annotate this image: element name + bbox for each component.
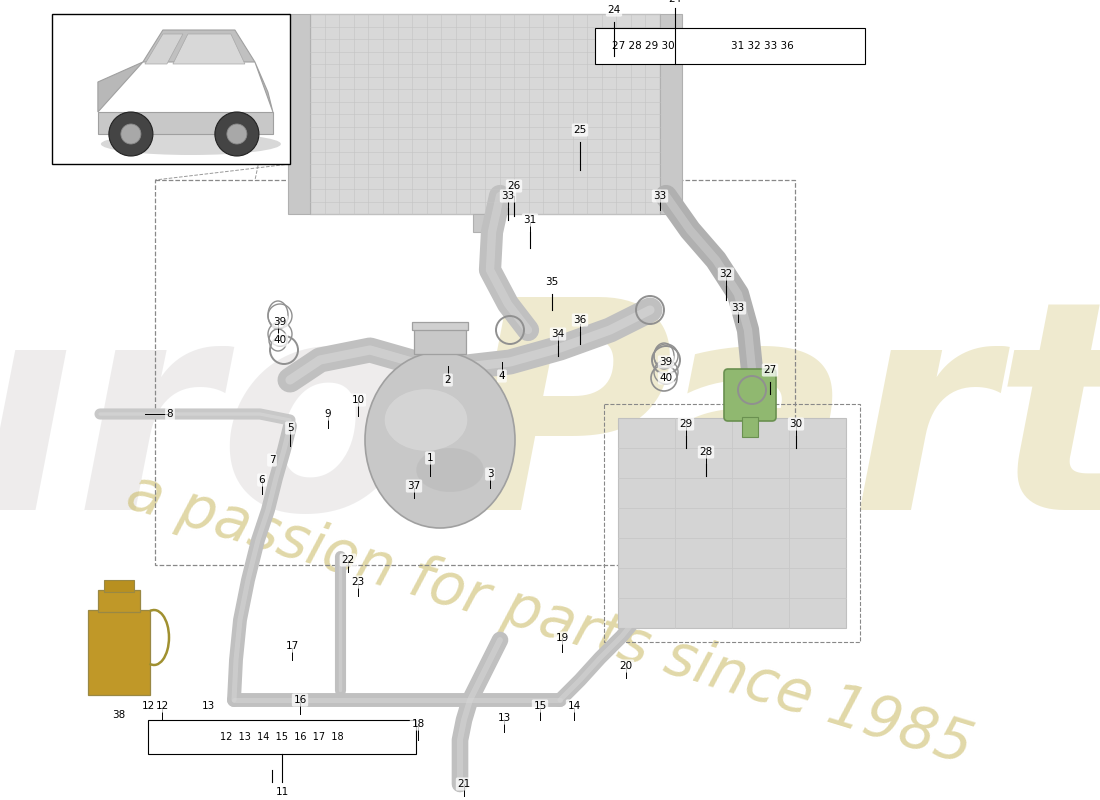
Ellipse shape (385, 389, 468, 451)
Text: 12: 12 (155, 701, 168, 711)
Text: 20: 20 (619, 661, 632, 671)
Text: 18: 18 (411, 719, 425, 729)
Text: 17: 17 (285, 641, 298, 651)
Ellipse shape (101, 133, 280, 155)
Bar (618, 418, 846, 628)
Text: 24: 24 (669, 0, 682, 4)
Bar (98, 590, 140, 612)
Text: 15: 15 (534, 701, 547, 711)
Text: 13: 13 (201, 701, 214, 711)
Circle shape (227, 124, 246, 144)
Text: 14: 14 (568, 701, 581, 711)
Text: 33: 33 (502, 191, 515, 201)
Bar (310, 14, 660, 214)
Bar (412, 322, 468, 330)
Text: 7: 7 (268, 455, 275, 465)
Text: 11: 11 (275, 787, 288, 797)
Text: 4: 4 (498, 371, 505, 381)
Text: 22: 22 (341, 555, 354, 565)
Text: 27 28 29 30: 27 28 29 30 (613, 41, 675, 51)
Text: euro: euro (0, 289, 420, 571)
Text: 16: 16 (294, 695, 307, 705)
Text: 2: 2 (444, 375, 451, 385)
Ellipse shape (365, 352, 515, 528)
Text: 3: 3 (486, 469, 493, 479)
Circle shape (214, 112, 258, 156)
Text: 39: 39 (659, 357, 672, 367)
Text: 5: 5 (287, 423, 294, 433)
Text: 33: 33 (732, 303, 745, 313)
Bar (155, 180, 795, 565)
Text: 39: 39 (274, 317, 287, 327)
Text: 35: 35 (546, 277, 559, 287)
FancyBboxPatch shape (724, 369, 776, 421)
Bar (52, 14, 290, 164)
Text: 26: 26 (507, 181, 520, 191)
Text: 13: 13 (497, 713, 510, 723)
Bar (414, 328, 466, 354)
Text: 33: 33 (653, 191, 667, 201)
Text: 25: 25 (573, 125, 586, 135)
Text: 31 32 33 36: 31 32 33 36 (732, 41, 794, 51)
Circle shape (109, 112, 153, 156)
Polygon shape (145, 34, 183, 64)
Bar (88, 610, 150, 695)
Text: 9: 9 (324, 409, 331, 419)
Text: 40: 40 (659, 373, 672, 383)
Text: 8: 8 (167, 409, 174, 419)
Text: 30: 30 (790, 419, 803, 429)
Ellipse shape (416, 448, 484, 492)
Bar (288, 14, 310, 214)
Circle shape (121, 124, 141, 144)
Text: Parts: Parts (460, 289, 1100, 571)
Text: 23: 23 (351, 577, 364, 587)
Bar (473, 214, 497, 232)
Text: 19: 19 (556, 633, 569, 643)
Bar (660, 14, 682, 214)
Text: 1: 1 (427, 453, 433, 463)
Text: 27: 27 (763, 365, 777, 375)
Polygon shape (255, 62, 273, 112)
Text: 38: 38 (112, 710, 125, 720)
Text: 32: 32 (719, 269, 733, 279)
Polygon shape (173, 34, 245, 64)
Bar (742, 417, 758, 437)
Bar (148, 720, 416, 754)
Text: 40: 40 (274, 335, 287, 345)
Text: a passion for parts since 1985: a passion for parts since 1985 (120, 464, 980, 776)
Polygon shape (98, 62, 143, 112)
Text: 10: 10 (351, 395, 364, 405)
Text: 36: 36 (573, 315, 586, 325)
Text: 31: 31 (524, 215, 537, 225)
Text: 28: 28 (700, 447, 713, 457)
Text: 37: 37 (407, 481, 420, 491)
Bar (604, 404, 860, 642)
Bar (595, 28, 865, 64)
Text: 6: 6 (258, 475, 265, 485)
Bar (104, 580, 134, 592)
Text: 29: 29 (680, 419, 693, 429)
Text: 12: 12 (142, 701, 155, 711)
Text: 34: 34 (551, 329, 564, 339)
Text: 24: 24 (607, 5, 620, 15)
Text: 21: 21 (458, 779, 471, 789)
Text: 12  13  14  15  16  17  18: 12 13 14 15 16 17 18 (220, 732, 344, 742)
Polygon shape (98, 112, 273, 134)
Polygon shape (143, 30, 255, 62)
